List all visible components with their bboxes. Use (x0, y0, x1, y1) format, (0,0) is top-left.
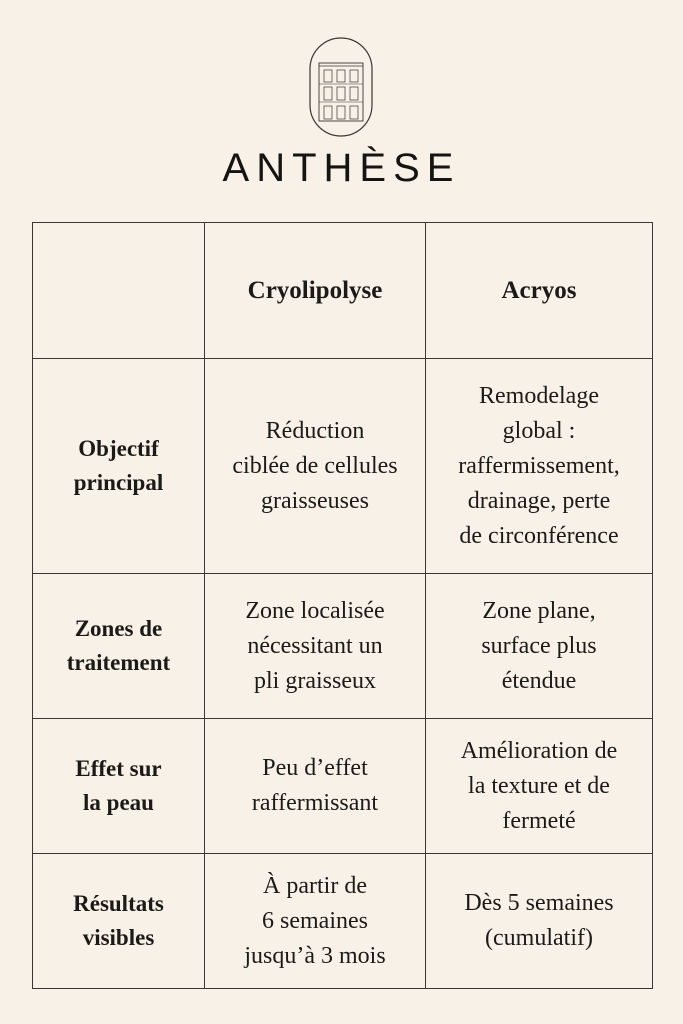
row-label: Zones de traitement (32, 573, 205, 719)
cell-acryos: Dès 5 semaines (cumulatif) (425, 853, 653, 989)
column-header-cryolipolyse: Cryolipolyse (204, 222, 426, 359)
header-row: Cryolipolyse Acryos (32, 222, 653, 359)
cell-cryolipolyse: Zone localisée nécessitant un pli graiss… (204, 573, 426, 719)
cell-cryolipolyse: Peu d’effet raffermissant (204, 718, 426, 854)
cell-cryolipolyse: Réduction ciblée de cellules graisseuses (204, 358, 426, 574)
brand-name: ANTHÈSE (222, 146, 461, 190)
table-row: Objectif principal Réduction ciblée de c… (32, 358, 653, 574)
row-label: Objectif principal (32, 358, 205, 574)
table-row: Effet sur la peau Peu d’effet raffermiss… (32, 718, 653, 854)
row-label: Effet sur la peau (32, 718, 205, 854)
cell-acryos: Remodelage global : raffermissement, dra… (425, 358, 653, 574)
corner-cell (32, 222, 205, 359)
row-label: Résultats visibles (32, 853, 205, 989)
cell-cryolipolyse: À partir de 6 semaines jusqu’à 3 mois (204, 853, 426, 989)
cell-acryos: Amélioration de la texture et de fermeté (425, 718, 653, 854)
building-logo-icon (309, 37, 373, 137)
comparison-table: Cryolipolyse Acryos Objectif principal R… (32, 222, 653, 989)
table-row: Résultats visibles À partir de 6 semaine… (32, 853, 653, 989)
column-header-acryos: Acryos (425, 222, 653, 359)
cell-acryos: Zone plane, surface plus étendue (425, 573, 653, 719)
table-row: Zones de traitement Zone localisée néces… (32, 573, 653, 719)
